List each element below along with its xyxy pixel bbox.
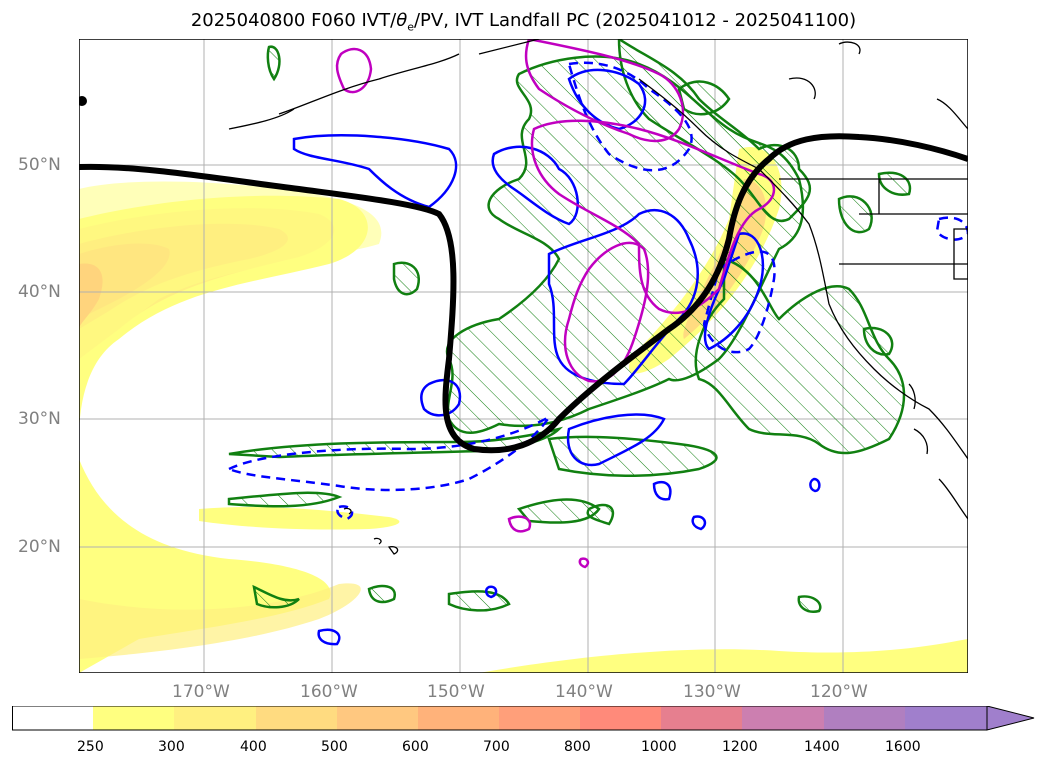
colorbar-segment-700: [499, 706, 580, 730]
colorbar: [12, 705, 1037, 736]
colorbar-tick-700: 700: [483, 739, 510, 755]
colorbar-segment-250: [93, 706, 174, 730]
colorbar-tick-1200: 1200: [722, 739, 758, 755]
colorbar-tick-1400: 1400: [804, 739, 840, 755]
map-title: 2025040800 F060 IVT/θe/PV, IVT Landfall …: [190, 10, 857, 34]
colorbar-tick-400: 400: [240, 739, 267, 755]
colorbar-segment-500: [337, 706, 418, 730]
colorbar-tick-1000: 1000: [641, 739, 677, 755]
lat-label-40n: 40°N: [18, 282, 61, 302]
lon-label-120w: 120°W: [810, 682, 868, 702]
colorbar-segment-below-250: [12, 706, 93, 730]
colorbar-tick-500: 500: [321, 739, 348, 755]
map-svg: [79, 39, 968, 673]
colorbar-segment-1200: [742, 706, 824, 730]
colorbar-segment-1600: [905, 706, 987, 730]
lon-label-140w: 140°W: [555, 682, 613, 702]
colorbar-tick-250: 250: [77, 739, 104, 755]
colorbar-tick-300: 300: [158, 739, 185, 755]
colorbar-tick-1600: 1600: [885, 739, 921, 755]
lat-label-30n: 30°N: [18, 409, 61, 429]
colorbar-extend-arrow: [986, 705, 1035, 731]
coastlines: [79, 39, 968, 555]
jet-contour-line: [79, 133, 968, 454]
lon-label-160w: 160°W: [300, 682, 358, 702]
jet-fragment: [79, 96, 87, 106]
lon-label-150w: 150°W: [427, 682, 485, 702]
map-panel: [79, 39, 968, 673]
colorbar-segment-800: [580, 706, 661, 730]
colorbar-segment-300: [174, 706, 256, 730]
lon-label-170w: 170°W: [172, 682, 230, 702]
lat-label-50n: 50°N: [18, 155, 61, 175]
lon-label-130w: 130°W: [683, 682, 741, 702]
colorbar-segment-400: [256, 706, 337, 730]
colorbar-svg: [12, 705, 1035, 731]
colorbar-segment-1000: [661, 706, 742, 730]
colorbar-outline: [12, 705, 987, 731]
colorbar-segment-600: [418, 706, 499, 730]
colorbar-segment-1400: [824, 706, 905, 730]
lat-label-20n: 20°N: [18, 537, 61, 557]
colorbar-tick-600: 600: [402, 739, 429, 755]
colorbar-tick-800: 800: [564, 739, 591, 755]
